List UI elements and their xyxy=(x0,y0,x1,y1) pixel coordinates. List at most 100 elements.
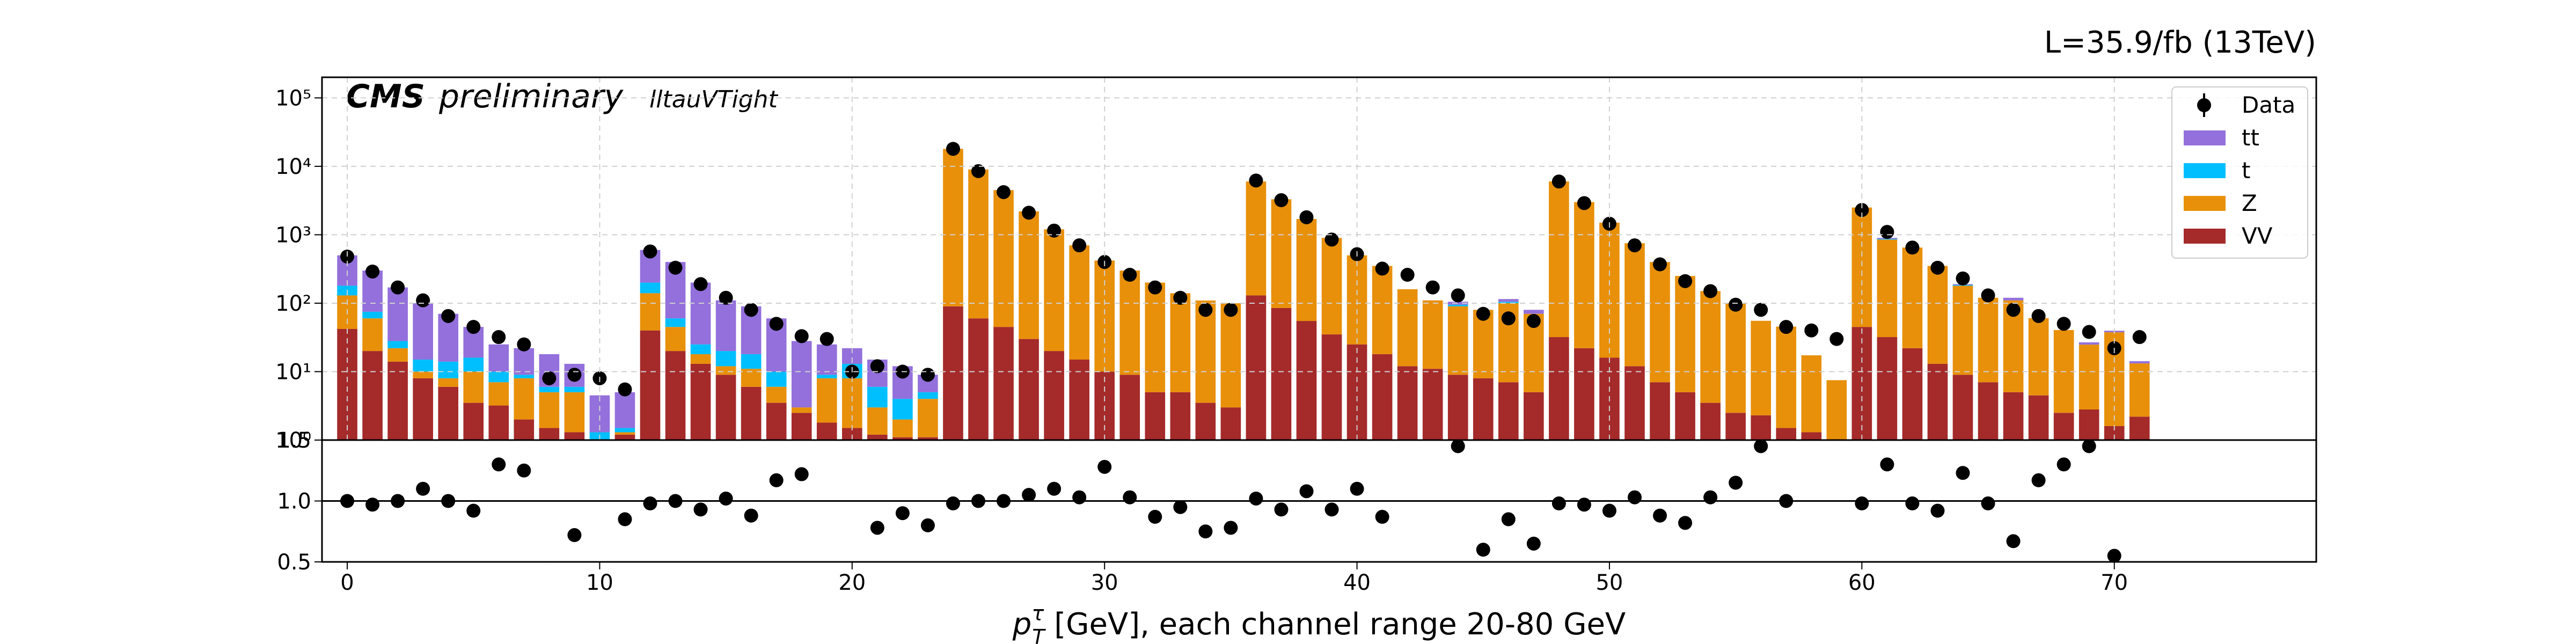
bar-segment xyxy=(1447,306,1468,375)
bar-segment xyxy=(1195,402,1216,440)
bar-segment xyxy=(766,386,787,403)
bar-segment xyxy=(387,348,408,362)
ratio-point xyxy=(567,528,582,543)
bar-segment xyxy=(1902,247,1923,348)
bar-segment xyxy=(1094,260,1115,372)
bar-segment xyxy=(1574,202,1594,348)
data-point xyxy=(1274,193,1289,208)
bar-segment xyxy=(413,371,433,378)
data-point xyxy=(1299,210,1314,224)
ratio-point xyxy=(1047,481,1062,496)
bar-segment xyxy=(1397,289,1418,367)
x-axis-label: pτ T [GeV], each channel range 20-80 GeV xyxy=(1012,602,1626,644)
bar-segment xyxy=(438,386,459,440)
data-point xyxy=(492,330,506,345)
ratio-point xyxy=(1880,457,1894,472)
bar-segment xyxy=(1372,266,1393,354)
x-tick-label: 50 xyxy=(1596,570,1623,595)
data-point xyxy=(1148,280,1162,295)
data-point xyxy=(542,371,557,385)
bar-segment xyxy=(539,386,560,392)
bar-segment xyxy=(1119,270,1140,375)
legend-swatch xyxy=(2184,229,2226,244)
status-label: preliminary xyxy=(438,78,624,115)
ratio-plot xyxy=(340,129,2121,562)
bar-segment xyxy=(1473,378,1494,440)
bar-segment xyxy=(1927,363,1948,440)
data-point xyxy=(1956,271,1970,286)
bar-segment xyxy=(816,375,837,378)
ratio-point xyxy=(466,503,481,518)
data-point xyxy=(2006,303,2021,317)
bar-segment xyxy=(514,348,535,375)
bar-segment xyxy=(413,378,433,440)
bar-segment xyxy=(1044,351,1064,440)
data-point xyxy=(920,368,935,382)
bar-segment xyxy=(1069,245,1089,360)
data-point xyxy=(517,337,531,352)
ratio-point xyxy=(517,463,531,478)
bar-segment xyxy=(1069,360,1089,440)
channel-label: lltauVTight xyxy=(649,86,779,113)
data-point xyxy=(1627,238,1642,253)
ratio-point xyxy=(546,561,553,562)
bar-segment xyxy=(438,378,459,387)
data-point xyxy=(1754,303,1768,317)
bar-segment xyxy=(841,428,862,440)
bar-segment xyxy=(539,392,560,428)
data-point xyxy=(1829,332,1844,346)
bar-segment xyxy=(690,344,711,354)
x-tick-label: 0 xyxy=(340,570,354,595)
ratio-point xyxy=(1577,497,1591,512)
bar-segment xyxy=(2079,342,2099,345)
ratio-point xyxy=(2082,440,2096,453)
x-label-subscript: T xyxy=(1032,625,1046,644)
bar-segment xyxy=(362,318,383,352)
ratio-point xyxy=(1526,536,1541,551)
ratio-point xyxy=(1678,516,1693,530)
x-label-symbol: p xyxy=(1012,607,1032,642)
data-point xyxy=(971,164,985,178)
bar-segment xyxy=(564,392,585,433)
bar-segment xyxy=(1851,327,1872,440)
ratio-point xyxy=(1653,508,1667,523)
ratio-point xyxy=(1198,524,1213,539)
bar-segment xyxy=(867,407,888,435)
bar-segment xyxy=(1877,239,1898,338)
legend-label: tt xyxy=(2242,125,2259,151)
bar-segment xyxy=(1801,432,1822,440)
bar-segment xyxy=(2129,363,2150,417)
bar-segment xyxy=(1220,303,1241,408)
bar-segment xyxy=(715,300,736,352)
ratio-point xyxy=(1930,503,1945,518)
ratio-point xyxy=(1804,335,1818,349)
ratio-point xyxy=(1829,129,1843,143)
bar-segment xyxy=(614,432,635,435)
ratio-frame xyxy=(321,439,2317,563)
x-tick-label: 70 xyxy=(2101,570,2128,595)
ratio-point xyxy=(719,491,733,506)
ratio-point xyxy=(2057,457,2071,472)
bar-segment xyxy=(1675,276,1695,392)
bar-segment xyxy=(640,293,661,331)
bar-segment xyxy=(564,386,585,392)
data-point xyxy=(340,250,355,264)
legend-label: t xyxy=(2242,157,2250,184)
ratio-point xyxy=(2031,473,2046,487)
ratio-point xyxy=(946,496,960,511)
legend-swatch xyxy=(2184,196,2226,211)
bar-segment xyxy=(514,378,535,420)
data-point xyxy=(1880,225,1894,239)
ratio-point xyxy=(920,518,935,532)
data-point xyxy=(1324,232,1339,247)
bar-segment xyxy=(968,169,989,319)
y-tick-label: 10¹ xyxy=(275,360,311,384)
bar-segment xyxy=(791,413,812,440)
data-point xyxy=(466,320,481,334)
ratio-y-tick-label: 1.5 xyxy=(277,428,311,453)
bar-segment xyxy=(918,399,938,437)
bar-segment xyxy=(387,341,408,348)
bar-segment xyxy=(640,282,661,294)
bar-segment xyxy=(1978,382,1999,440)
bar-segment xyxy=(1019,211,1039,339)
